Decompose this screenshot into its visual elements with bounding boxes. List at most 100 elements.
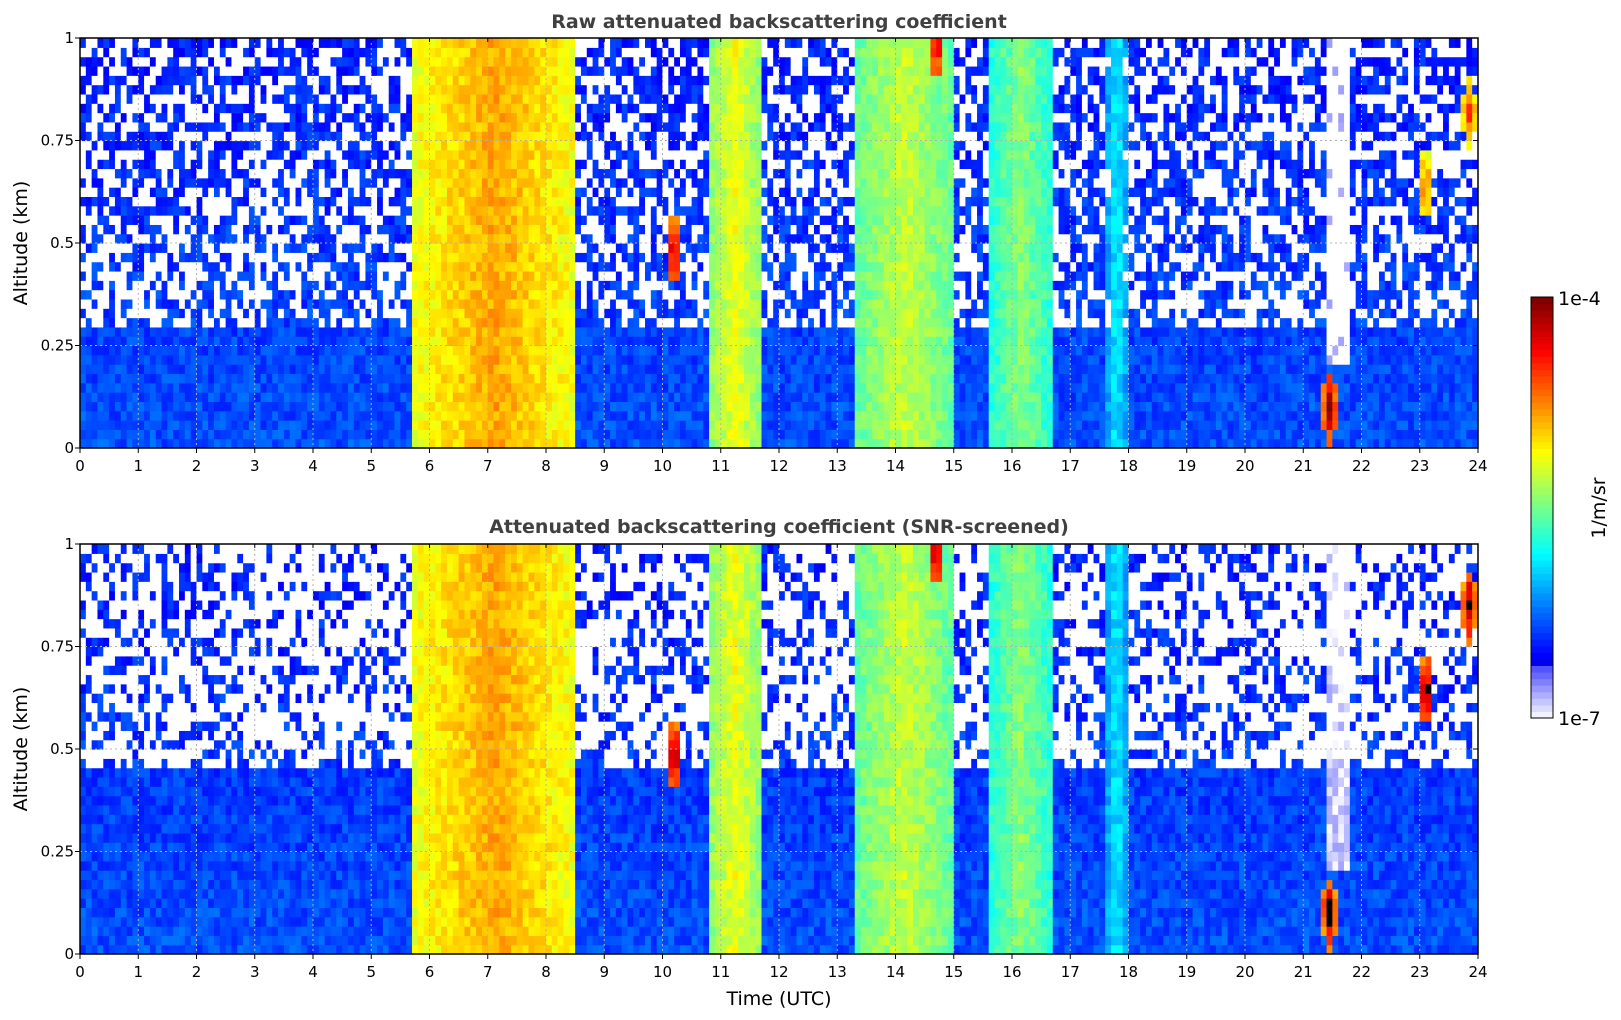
colorbar-step [1531, 329, 1553, 338]
colorbar-step [1531, 527, 1553, 535]
x-tick-label: 9 [599, 963, 609, 981]
colorbar-step [1531, 395, 1553, 403]
x-tick-label: 14 [886, 457, 905, 475]
colorbar-max-label: 1e-4 [1558, 288, 1601, 310]
y-tick-label: 0.25 [41, 843, 74, 861]
colorbar-step [1531, 671, 1553, 680]
colorbar-step [1531, 514, 1553, 522]
colorbar-step [1531, 421, 1553, 430]
x-tick-label: 19 [1177, 457, 1196, 475]
colorbar-step [1531, 408, 1553, 417]
x-tick-label: 22 [1352, 457, 1371, 475]
x-tick-label: 13 [828, 457, 847, 475]
colorbar-step [1531, 494, 1553, 502]
colorbar-step [1531, 323, 1553, 331]
x-tick-label: 19 [1177, 963, 1196, 981]
y-tick-label: 0.25 [41, 337, 74, 355]
heatmap-raw [80, 38, 1478, 448]
x-tick-label: 15 [944, 457, 963, 475]
colorbar-step [1531, 428, 1553, 436]
x-tick-label: 12 [769, 457, 788, 475]
x-tick-label: 8 [541, 457, 551, 475]
y-tick-label: 1 [64, 535, 74, 553]
x-tick-label: 9 [599, 457, 609, 475]
x-tick-label: 2 [192, 963, 202, 981]
colorbar-step [1531, 612, 1553, 620]
colorbar-step [1531, 468, 1553, 476]
x-tick-label: 5 [366, 963, 376, 981]
colorbar-step [1531, 619, 1553, 627]
colorbar-step [1531, 349, 1553, 357]
colorbar-step [1531, 402, 1553, 410]
colorbar-step [1531, 487, 1553, 495]
colorbar-step [1531, 625, 1553, 634]
x-tick-label: 2 [192, 457, 202, 475]
colorbar-step [1531, 685, 1553, 693]
x-ticks-screened: 0 1 2 3 4 5 6 7 8 9 10 11 12 13 14 15 16 17 18 19 20 21 22 23 24 [75, 544, 1488, 981]
colorbar-step [1531, 645, 1553, 653]
colorbar-step [1531, 520, 1553, 528]
colorbar-step [1531, 678, 1553, 686]
colorbar-step [1531, 573, 1553, 581]
x-tick-label: 16 [1002, 457, 1021, 475]
colorbar-step [1531, 586, 1553, 594]
colorbar-step [1531, 691, 1553, 699]
colorbar-step [1531, 560, 1553, 568]
x-tick-label: 13 [828, 963, 847, 981]
x-tick-label: 3 [250, 457, 260, 475]
panel-raw: Raw attenuated backscattering coefficien… [10, 11, 1488, 475]
x-tick-label: 5 [366, 457, 376, 475]
y-tick-label: 0.5 [50, 234, 74, 252]
x-tick-label: 23 [1410, 457, 1429, 475]
colorbar-step [1531, 303, 1553, 311]
x-tick-label: 1 [133, 457, 143, 475]
colorbar-step [1531, 665, 1553, 673]
x-tick-label: 4 [308, 963, 318, 981]
x-tick-label: 11 [711, 963, 730, 981]
colorbar-step [1531, 474, 1553, 482]
colorbar-step [1531, 448, 1553, 456]
colorbar-step [1531, 500, 1553, 509]
colorbar-step [1531, 704, 1553, 713]
y-ticks-raw: 0 0.25 0.5 0.75 1 [41, 29, 1478, 457]
x-tick-label: 16 [1002, 963, 1021, 981]
x-tick-label: 17 [1061, 963, 1080, 981]
x-tick-label: 3 [250, 963, 260, 981]
colorbar: 1e-4 1e-7 1/m/sr [1530, 288, 1610, 730]
colorbar-step [1531, 369, 1553, 377]
x-tick-label: 22 [1352, 963, 1371, 981]
y-tick-label: 0.75 [41, 132, 74, 150]
y-tick-label: 0.5 [50, 740, 74, 758]
colorbar-step [1531, 316, 1553, 324]
colorbar-step [1531, 533, 1553, 541]
colorbar-step [1531, 579, 1553, 588]
colorbar-step [1531, 336, 1553, 344]
y-tick-label: 1 [64, 29, 74, 47]
colorbar-step [1531, 632, 1553, 640]
colorbar-step [1531, 507, 1553, 515]
x-tick-label: 11 [711, 457, 730, 475]
colorbar-step [1531, 343, 1553, 351]
x-axis-label: Time (UTC) [725, 988, 831, 1010]
y-tick-label: 0 [64, 439, 74, 457]
colorbar-step [1531, 658, 1553, 666]
y-tick-label: 0 [64, 945, 74, 963]
colorbar-step [1531, 441, 1553, 449]
colorbar-step [1531, 375, 1553, 384]
y-ticks-screened: 0 0.25 0.5 0.75 1 [41, 535, 1478, 963]
x-ticks-raw: 0 1 2 3 4 5 6 7 8 9 10 11 12 13 14 15 16 17 18 19 20 21 22 23 24 [75, 38, 1488, 475]
colorbar-step [1531, 356, 1553, 364]
colorbar-step [1531, 362, 1553, 370]
x-tick-label: 12 [769, 963, 788, 981]
colorbar-step [1531, 540, 1553, 548]
x-tick-label: 14 [886, 963, 905, 981]
x-tick-label: 0 [75, 963, 85, 981]
colorbar-min-label: 1e-7 [1558, 708, 1601, 730]
colorbar-step [1531, 415, 1553, 423]
colorbar-step [1531, 606, 1553, 614]
x-tick-label: 10 [653, 457, 672, 475]
panel-screened: Attenuated backscattering coefficient (S… [10, 516, 1488, 1010]
x-tick-label: 4 [308, 457, 318, 475]
x-tick-label: 8 [541, 963, 551, 981]
